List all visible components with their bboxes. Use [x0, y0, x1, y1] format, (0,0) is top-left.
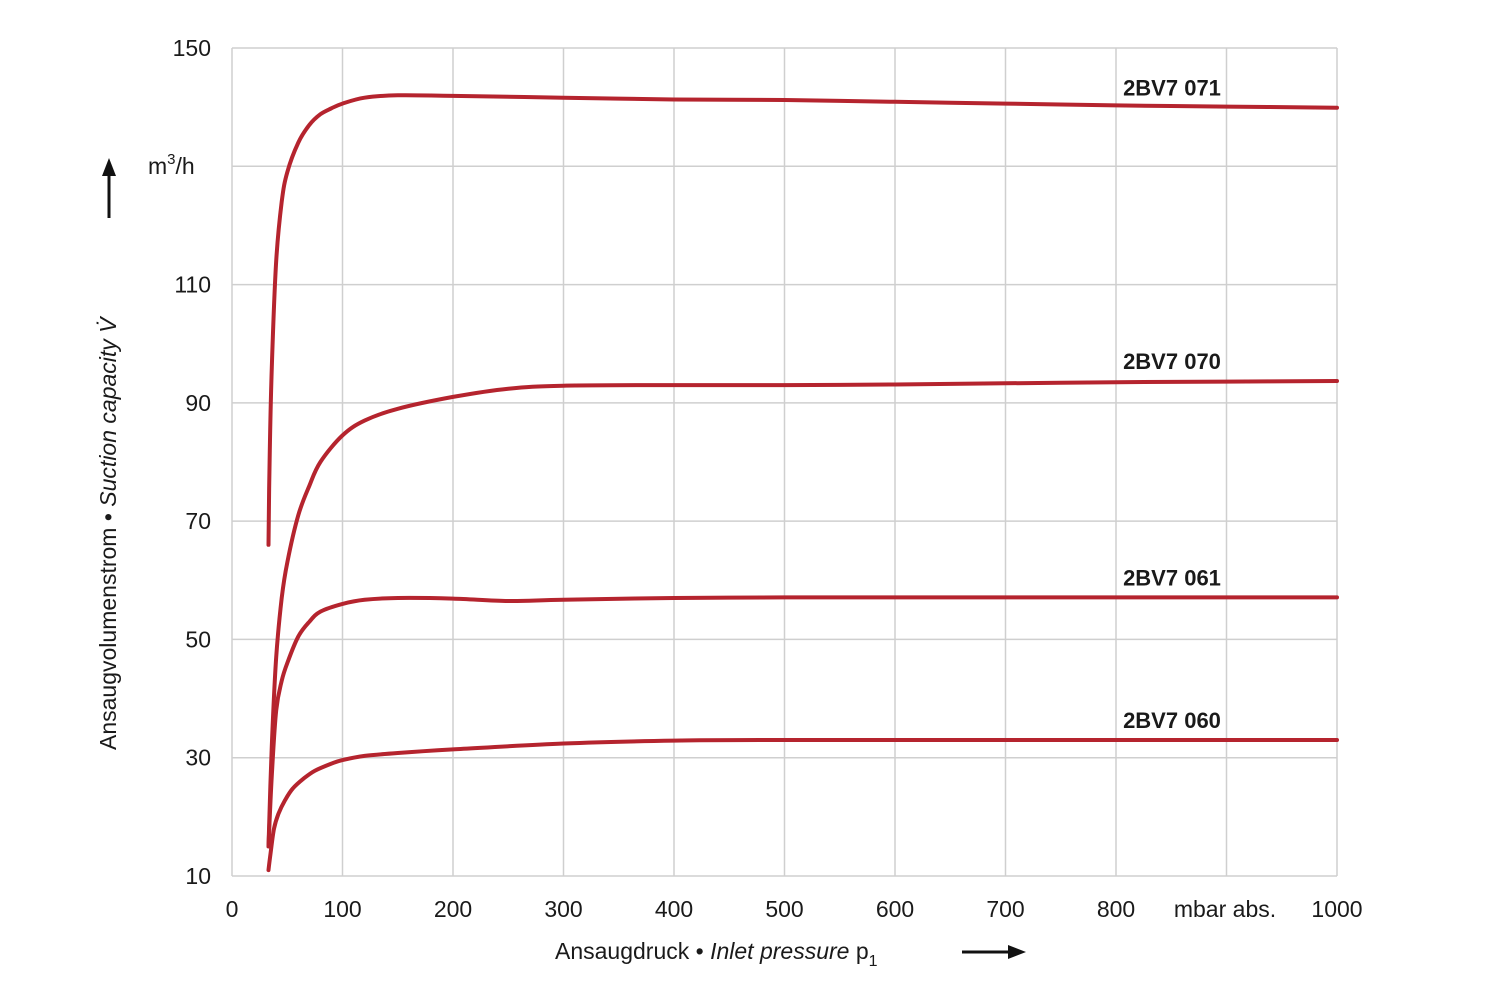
y-tick-label: 150: [173, 35, 211, 61]
x-tick-label: 300: [544, 896, 582, 922]
grid-lines: [231, 47, 1338, 877]
x-axis-title: Ansaugdruck • Inlet pressure p1: [555, 938, 878, 970]
series-label: 2BV7 070: [1123, 349, 1221, 374]
y-axis-title: Ansaugvolumenstrom • Suction capacity V̇: [95, 315, 121, 750]
y-tick-label: 110: [174, 272, 211, 298]
y-tick-label: 70: [185, 508, 211, 534]
x-tick-label: 0: [226, 896, 239, 922]
y-tick-label: 10: [185, 863, 211, 889]
series-label: 2BV7 060: [1123, 708, 1221, 733]
y-tick-label: 90: [185, 390, 211, 416]
x-axis-title-sep: •: [689, 938, 710, 964]
series-line-2bv7-071: [266, 93, 1339, 547]
series-line-2bv7-061: [266, 595, 1339, 849]
series-line-2bv7-060: [266, 737, 1339, 873]
x-tick-label: 700: [986, 896, 1024, 922]
x-tick-label: 200: [434, 896, 472, 922]
y-axis-title-de: Ansaugvolumenstrom: [95, 528, 121, 750]
x-tick-label: 500: [765, 896, 803, 922]
y-unit-exp: 3: [167, 151, 175, 168]
y-unit-base: m: [148, 153, 167, 179]
x-tick-label: 800: [1097, 896, 1135, 922]
series-labels: 2BV7 071 2BV7 070 2BV7 061 2BV7 060: [1123, 76, 1221, 733]
x-tick-label: 1000: [1311, 896, 1362, 922]
x-axis-title-symbol: p: [849, 938, 868, 964]
y-axis-arrow: [102, 158, 116, 218]
y-tick-label: 50: [185, 626, 211, 652]
series-curves: [266, 93, 1339, 873]
y-tick-labels: 10 30 50 70 90 110 150: [173, 35, 211, 889]
series-line-2bv7-070: [266, 379, 1339, 849]
x-tick-label: 400: [655, 896, 693, 922]
series-label: 2BV7 071: [1123, 76, 1221, 101]
series-label: 2BV7 061: [1123, 565, 1221, 590]
y-unit-tail: /h: [176, 153, 195, 179]
x-tick-label: 100: [323, 896, 361, 922]
y-axis-title-en: Suction capacity: [95, 338, 121, 507]
x-axis-arrow: [962, 945, 1026, 959]
y-axis-title-symbol: V̇: [95, 315, 121, 339]
x-axis-title-en: Inlet pressure: [710, 938, 849, 964]
y-unit-label: m3/h: [148, 151, 195, 179]
y-tick-label: 30: [185, 745, 211, 771]
x-tick-label: 600: [876, 896, 914, 922]
y-axis-title-sep: •: [95, 507, 121, 528]
x-axis-title-sub: 1: [869, 953, 878, 970]
x-tick-labels: 0 100 200 300 400 500 600 700 800 1000: [226, 896, 1363, 922]
x-axis-title-de: Ansaugdruck: [555, 938, 690, 964]
x-unit-label: mbar abs.: [1174, 896, 1276, 922]
